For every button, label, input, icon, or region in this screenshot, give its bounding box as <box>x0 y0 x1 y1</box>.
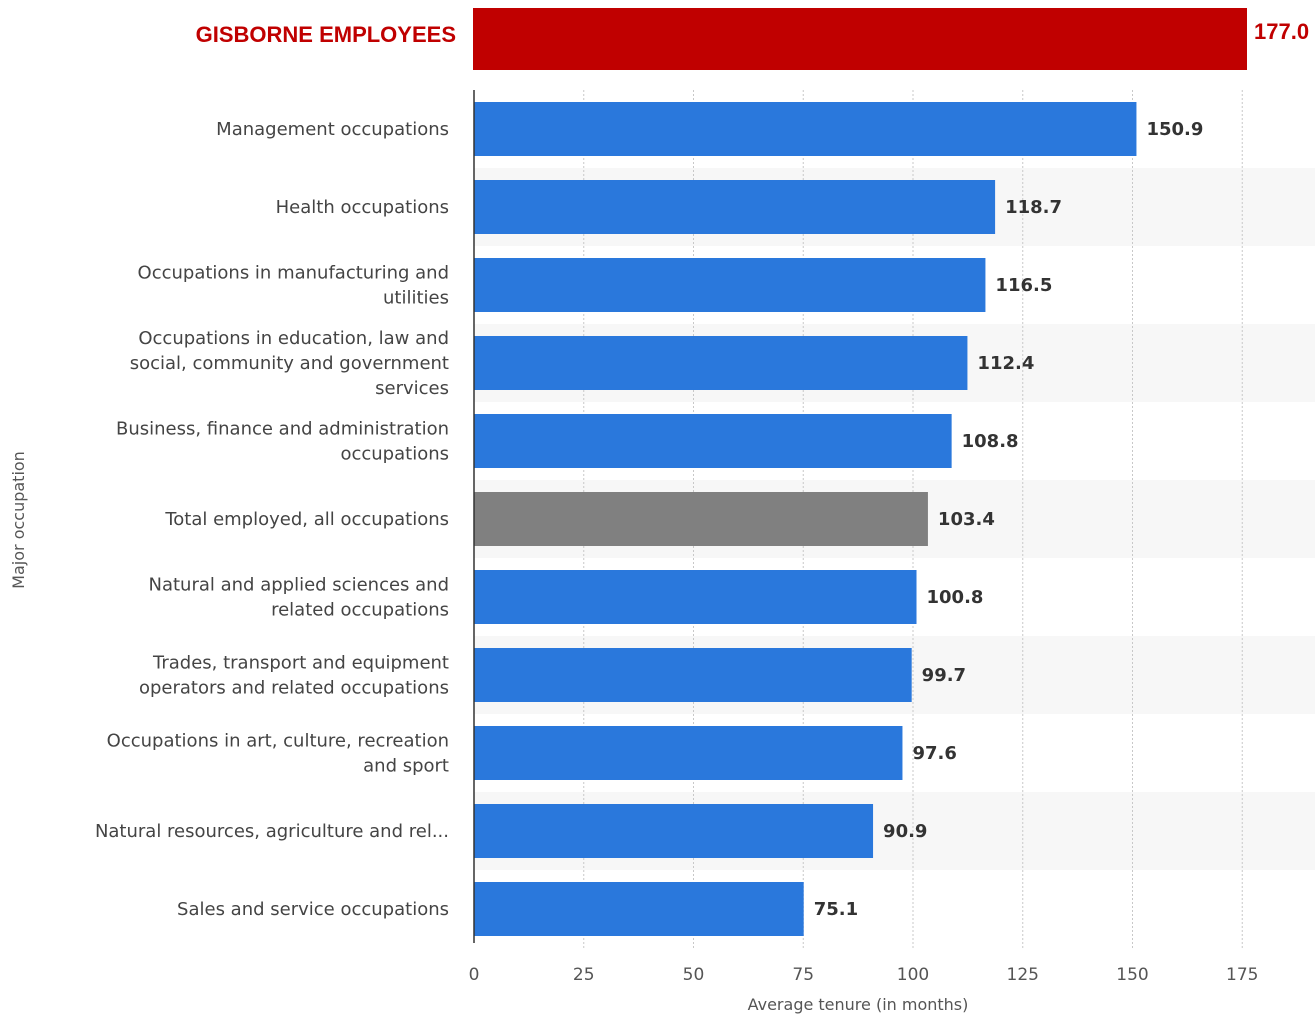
x-tick-label: 125 <box>1007 965 1039 985</box>
value-label: 100.8 <box>927 587 984 608</box>
value-labels: 150.9 118.7 116.5 112.4 108.8 103.4 100.8 99.7 9… <box>814 119 1204 920</box>
value-label: 150.9 <box>1146 119 1203 140</box>
x-tick-label: 150 <box>1116 965 1148 985</box>
category-label: Occupations in art, culture, recreation a… <box>107 731 449 777</box>
bar <box>474 336 968 390</box>
value-label: 90.9 <box>883 821 927 842</box>
value-label: 75.1 <box>814 899 858 920</box>
highlight-bar <box>473 8 1247 70</box>
bar <box>474 414 952 468</box>
category-label: Sales and service occupations <box>177 899 449 920</box>
value-label: 99.7 <box>922 665 966 686</box>
category-label: Total employed, all occupations <box>164 509 449 530</box>
highlight-value: 177.0 <box>1254 19 1309 44</box>
x-tick-label: 175 <box>1226 965 1258 985</box>
category-label: Business, finance and administration occu… <box>116 419 449 465</box>
x-tick-label: 0 <box>469 965 480 985</box>
x-tick-labels: 0 25 50 75 100 125 150 175 <box>469 965 1259 985</box>
value-label: 103.4 <box>938 509 995 530</box>
category-label: Natural resources, agriculture and rel..… <box>95 821 449 842</box>
y-axis-title: Major occupation <box>9 451 28 589</box>
category-label: Natural and applied sciences and related … <box>149 575 450 621</box>
bar <box>474 570 917 624</box>
bar <box>474 882 804 936</box>
value-label: 116.5 <box>995 275 1052 296</box>
x-tick-label: 50 <box>683 965 705 985</box>
category-label: Health occupations <box>276 197 449 218</box>
category-label: Occupations in manufacturing and utilitie… <box>138 263 449 309</box>
bar <box>474 102 1137 156</box>
bar <box>474 492 928 546</box>
category-label: Occupations in education, law and social,… <box>130 328 449 399</box>
value-label: 118.7 <box>1005 197 1062 218</box>
value-label: 97.6 <box>912 743 956 764</box>
category-labels: Management occupations Health occupations… <box>95 119 449 920</box>
bar <box>474 726 903 780</box>
bars <box>474 102 1137 936</box>
x-tick-label: 100 <box>897 965 929 985</box>
bar <box>474 804 874 858</box>
category-label: Management occupations <box>216 119 449 140</box>
bar <box>474 258 986 312</box>
x-axis-title: Average tenure (in months) <box>748 995 969 1014</box>
category-label: Trades, transport and equipment operators… <box>139 653 449 699</box>
x-tick-label: 25 <box>573 965 595 985</box>
x-tick-label: 75 <box>792 965 814 985</box>
value-label: 112.4 <box>977 353 1034 374</box>
bar <box>474 648 912 702</box>
bar <box>474 180 996 234</box>
value-label: 108.8 <box>962 431 1019 452</box>
highlight-label: GISBORNE EMPLOYEES <box>196 22 456 47</box>
